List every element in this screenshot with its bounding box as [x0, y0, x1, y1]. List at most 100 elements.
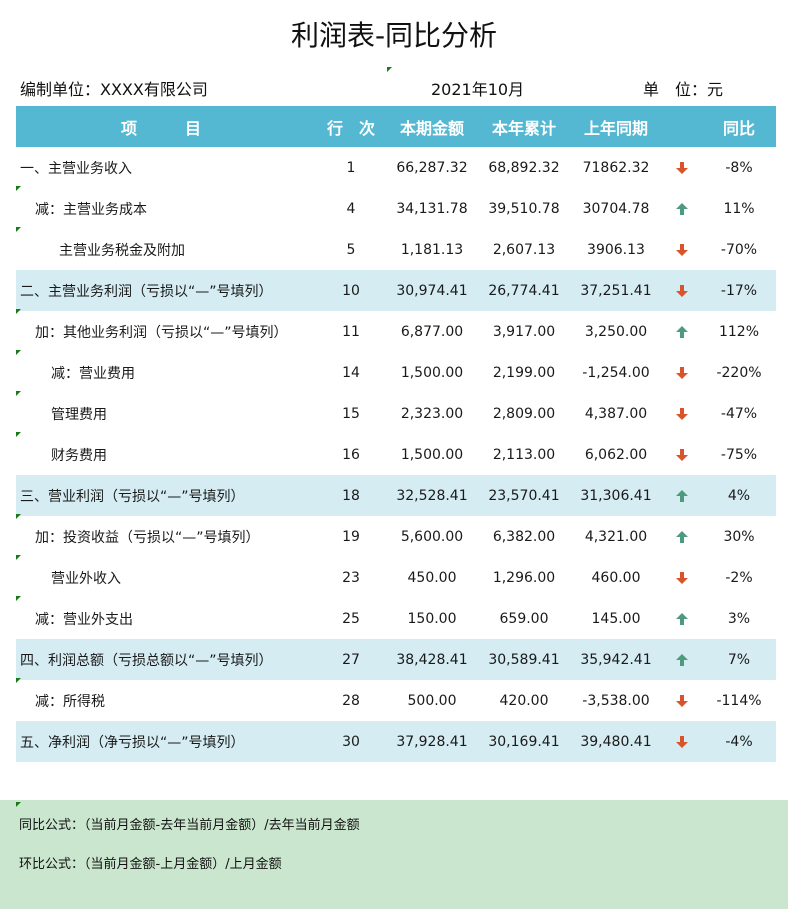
row-line-no: 11 — [342, 323, 360, 340]
row-prev-year-amount: -1,254.00 — [582, 364, 650, 381]
row-current-amount: 1,500.00 — [400, 446, 464, 463]
row-trend-cell — [662, 529, 702, 545]
row-trend-cell — [662, 488, 702, 504]
header-item-label: 项 目 — [120, 118, 201, 138]
row-prev-year-amount: 39,480.41 — [580, 733, 652, 750]
row-line-no: 28 — [342, 692, 360, 709]
row-prev-year-amount: 71862.32 — [582, 159, 650, 176]
row-line-no: 18 — [342, 487, 360, 504]
row-current-amount: 450.00 — [407, 569, 457, 586]
table-row[interactable]: 主营业务税金及附加 5 1,181.13 2,607.13 3906.13 -70% — [16, 227, 776, 270]
header-prev-year: 上年同期 — [583, 118, 648, 138]
row-current-amount: 66,287.32 — [396, 159, 468, 176]
row-trend-cell — [662, 365, 702, 381]
table-row[interactable]: 财务费用 16 1,500.00 2,113.00 6,062.00 -75% — [16, 432, 776, 475]
row-ytd-amount: 6,382.00 — [492, 528, 556, 545]
table-row[interactable]: 管理费用 15 2,323.00 2,809.00 4,387.00 -47% — [16, 391, 776, 434]
row-ytd-amount: 30,589.41 — [488, 651, 560, 668]
row-yoy: 4% — [727, 487, 751, 504]
cell-comment-marker — [387, 67, 392, 72]
row-prev-year-amount: 6,062.00 — [584, 446, 648, 463]
table-row[interactable]: 减：主营业务成本 4 34,131.78 39,510.78 30704.78 11% — [16, 186, 776, 229]
up-arrow-icon — [676, 530, 688, 543]
table-row[interactable]: 五、净利润（净亏损以“—”号填列） 30 37,928.41 30,169.41 39,… — [16, 721, 776, 762]
row-line-no: 25 — [342, 610, 360, 627]
row-current-amount: 150.00 — [407, 610, 457, 627]
row-prev-year-amount: 31,306.41 — [580, 487, 652, 504]
row-prev-year-amount: 3906.13 — [587, 241, 645, 258]
row-yoy: -47% — [720, 405, 758, 422]
row-ytd-amount: 2,809.00 — [492, 405, 556, 422]
row-current-amount: 6,877.00 — [400, 323, 464, 340]
row-line-no: 14 — [342, 364, 360, 381]
row-ytd-amount: 2,607.13 — [492, 241, 556, 258]
row-ytd-amount: 2,113.00 — [492, 446, 556, 463]
row-trend-cell — [662, 242, 702, 258]
row-trend-cell — [662, 201, 702, 217]
table-row[interactable]: 减：营业费用 14 1,500.00 2,199.00 -1,254.00 -220% — [16, 350, 776, 393]
yoy-formula: 同比公式：（当前月金额-去年当前月金额）/去年当前月金额 — [19, 818, 360, 833]
row-line-no: 19 — [342, 528, 360, 545]
row-trend-cell — [662, 406, 702, 422]
table-row[interactable]: 加：其他业务利润（亏损以“—”号填列） 11 6,877.00 3,917.00 3,2… — [16, 309, 776, 352]
up-arrow-icon — [676, 612, 688, 625]
row-item: 三、营业利润（亏损以“—”号填列） — [20, 488, 245, 505]
row-line-no: 1 — [346, 159, 356, 176]
row-ytd-amount: 1,296.00 — [492, 569, 556, 586]
row-line-no: 4 — [346, 200, 356, 217]
down-arrow-icon — [676, 571, 688, 584]
row-ytd-amount: 39,510.78 — [488, 200, 560, 217]
row-prev-year-amount: 3,250.00 — [584, 323, 648, 340]
row-yoy: -75% — [720, 446, 758, 463]
row-trend-cell — [662, 283, 702, 299]
row-current-amount: 5,600.00 — [400, 528, 464, 545]
up-arrow-icon — [676, 325, 688, 338]
row-item: 减：所得税 — [35, 693, 105, 710]
row-current-amount: 500.00 — [407, 692, 457, 709]
row-item: 加：投资收益（亏损以“—”号填列） — [35, 529, 260, 546]
table-row[interactable]: 二、主营业务利润（亏损以“—”号填列） 10 30,974.41 26,774.41 3… — [16, 270, 776, 311]
header-yoy: 同比 — [722, 118, 755, 138]
row-ytd-amount: 68,892.32 — [488, 159, 560, 176]
row-line-no: 5 — [346, 241, 356, 258]
cell-comment-marker — [16, 514, 21, 519]
table-row[interactable]: 加：投资收益（亏损以“—”号填列） 19 5,600.00 6,382.00 4,321… — [16, 514, 776, 557]
row-line-no: 30 — [342, 733, 360, 750]
table-row[interactable]: 三、营业利润（亏损以“—”号填列） 18 32,528.41 23,570.41 31,… — [16, 475, 776, 516]
row-item: 减：主营业务成本 — [35, 201, 147, 218]
row-prev-year-amount: 145.00 — [591, 610, 641, 627]
row-yoy: 11% — [723, 200, 755, 217]
cell-comment-marker — [16, 350, 21, 355]
row-prev-year-amount: 4,321.00 — [584, 528, 648, 545]
table-row[interactable]: 一、主营业务收入 1 66,287.32 68,892.32 71862.32 -8% — [16, 147, 776, 188]
row-trend-cell — [662, 447, 702, 463]
table-body: 一、主营业务收入 1 66,287.32 68,892.32 71862.32 -8% 减：… — [16, 147, 776, 762]
row-yoy: 30% — [723, 528, 755, 545]
header-current: 本期金额 — [399, 118, 464, 138]
cell-comment-marker — [16, 802, 21, 807]
row-trend-cell — [662, 652, 702, 668]
table-row[interactable]: 减：所得税 28 500.00 420.00 -3,538.00 -114% — [16, 678, 776, 721]
table-row[interactable]: 营业外收入 23 450.00 1,296.00 460.00 -2% — [16, 555, 776, 598]
row-ytd-amount: 2,199.00 — [492, 364, 556, 381]
row-yoy: 3% — [727, 610, 751, 627]
row-prev-year-amount: 460.00 — [591, 569, 641, 586]
up-arrow-icon — [676, 202, 688, 215]
row-line-no: 16 — [342, 446, 360, 463]
header-item: 项 目 — [16, 115, 316, 139]
row-current-amount: 1,181.13 — [400, 241, 464, 258]
page-title: 利润表-同比分析 — [290, 19, 498, 52]
row-current-amount: 37,928.41 — [396, 733, 468, 750]
row-item: 四、利润总额（亏损总额以“—”号填列） — [20, 652, 273, 669]
row-item: 减：营业费用 — [51, 365, 135, 382]
mom-formula: 环比公式：（当前月金额-上月金额）/上月金额 — [19, 857, 282, 872]
row-trend-cell — [662, 324, 702, 340]
row-prev-year-amount: -3,538.00 — [582, 692, 650, 709]
cell-comment-marker — [16, 555, 21, 560]
table-row[interactable]: 四、利润总额（亏损总额以“—”号填列） 27 38,428.41 30,589.41 3… — [16, 639, 776, 680]
table-row[interactable]: 减：营业外支出 25 150.00 659.00 145.00 3% — [16, 596, 776, 639]
row-item: 管理费用 — [51, 406, 107, 423]
row-current-amount: 32,528.41 — [396, 487, 468, 504]
down-arrow-icon — [676, 243, 688, 256]
row-yoy: 7% — [727, 651, 751, 668]
